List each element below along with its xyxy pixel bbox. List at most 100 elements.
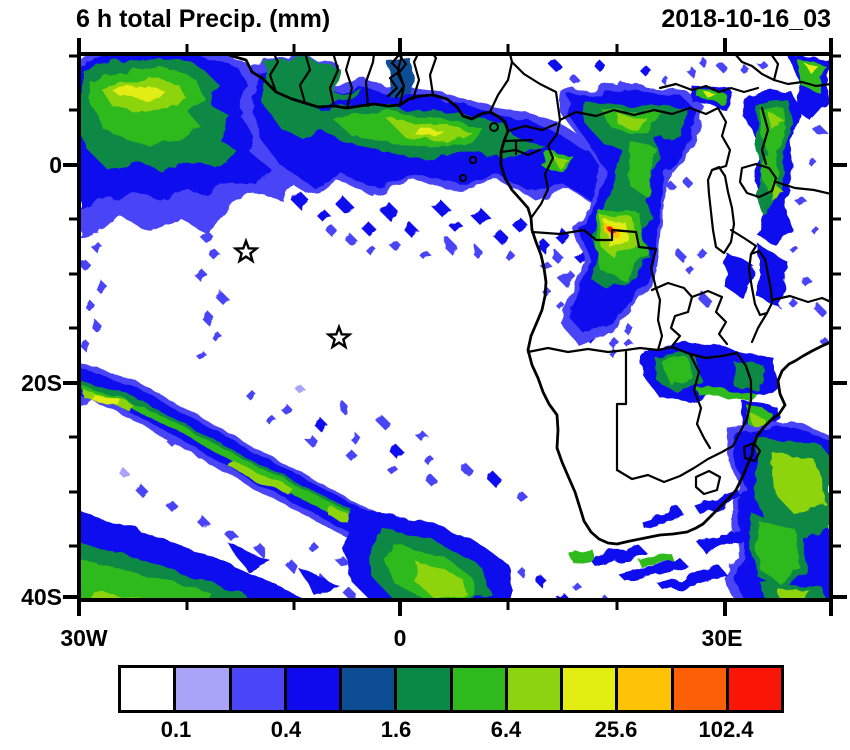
x-tick-label: 30W	[60, 625, 108, 651]
star-marker	[325, 323, 353, 350]
shower-speck	[416, 430, 428, 442]
colorbar-label: 1.6	[380, 717, 412, 742]
shower-speck	[210, 250, 222, 262]
shower-speck	[366, 245, 378, 257]
geography	[228, 56, 829, 546]
axis-ticks	[63, 38, 847, 616]
shower-speck	[256, 545, 268, 557]
colorbar	[118, 665, 784, 713]
shower-speck	[697, 56, 707, 66]
shower-speck	[716, 61, 726, 71]
colorbar-label: 25.6	[594, 717, 638, 742]
island-sao-tome	[459, 174, 467, 182]
shower-speck	[346, 450, 358, 462]
colorbar-label: 6.4	[490, 717, 522, 742]
shower-speck	[286, 560, 298, 572]
shower-speck	[136, 485, 148, 497]
shower-speck	[449, 219, 463, 233]
shower-speck	[117, 466, 127, 476]
colorbar-cell	[449, 668, 505, 710]
shower-speck	[535, 575, 547, 587]
shower-speck	[214, 290, 226, 302]
shower-speck	[556, 301, 566, 311]
shower-speck	[811, 226, 821, 236]
colorbar-cell	[121, 668, 174, 710]
shower-speck	[297, 386, 307, 396]
shower-speck	[337, 198, 353, 214]
shower-speck	[90, 240, 102, 252]
colorbar-cell	[228, 668, 284, 710]
shower-speck	[814, 125, 826, 137]
shower-speck	[84, 300, 96, 312]
coastline	[228, 56, 829, 546]
island-principe	[468, 155, 478, 165]
shower-speck	[386, 463, 398, 475]
y-tick-label: 0	[49, 152, 62, 178]
x-tick-label: 30E	[702, 625, 743, 651]
country-borders	[268, 56, 829, 496]
colorbar-label: 102.4	[698, 717, 754, 742]
colorbar-cell	[173, 668, 229, 710]
shower-speck	[405, 224, 419, 238]
shower-speck	[199, 309, 213, 323]
shower-speck	[640, 65, 652, 77]
shower-speck	[516, 566, 526, 576]
shower-speck	[381, 203, 399, 221]
shower-speck	[460, 463, 472, 475]
shower-speck	[315, 207, 329, 221]
shower-speck	[791, 246, 801, 256]
shower-speck	[661, 76, 671, 86]
shower-speck	[93, 279, 107, 293]
shower-speck	[676, 251, 686, 261]
shower-speck	[550, 250, 562, 262]
shower-speck	[336, 400, 348, 412]
shower-speck	[424, 455, 436, 467]
shower-speck	[515, 490, 527, 502]
shower-speck	[376, 415, 388, 427]
shower-speck	[346, 235, 358, 247]
shower-speck	[199, 229, 213, 243]
shower-speck	[350, 433, 362, 445]
star-marker	[232, 237, 260, 264]
shower-speck	[800, 275, 812, 287]
shower-speck	[606, 335, 618, 347]
shower-speck	[432, 199, 448, 215]
colorbar-cell	[615, 668, 671, 710]
y-tick-label: 20S	[21, 370, 62, 396]
star-markers	[232, 237, 353, 350]
colorbar-label: 0.4	[270, 717, 302, 742]
shower-speck	[306, 540, 318, 552]
shower-speck	[266, 415, 278, 427]
shower-speck	[196, 350, 208, 362]
shower-speck	[537, 239, 551, 253]
colorbar-cell	[283, 668, 339, 710]
colorbar-label: 0.1	[160, 717, 192, 742]
precip-field	[81, 56, 829, 598]
shower-speck	[550, 60, 562, 72]
shower-speck	[359, 219, 373, 233]
colorbar-cell	[725, 668, 781, 710]
shower-speck	[315, 419, 329, 433]
shower-speck	[389, 444, 403, 458]
shower-speck	[756, 58, 766, 68]
shower-speck	[554, 228, 570, 244]
colorbar-cell	[504, 668, 560, 710]
shower-speck	[513, 218, 529, 234]
colorbar-cell	[339, 668, 395, 710]
x-tick-label: 0	[394, 625, 407, 651]
plot-timestamp: 2018-10-16_03	[661, 5, 831, 33]
shower-speck	[81, 340, 92, 352]
shower-speck	[566, 271, 576, 281]
shower-speck	[443, 239, 457, 253]
shower-speck	[90, 320, 102, 332]
shower-speck	[795, 195, 807, 207]
shower-speck	[470, 245, 482, 257]
shower-speck	[686, 266, 696, 276]
shower-speck	[291, 191, 309, 209]
island-bioko	[489, 122, 499, 132]
plot-title: 6 h total Precip. (mm)	[76, 5, 331, 33]
shower-speck	[694, 246, 706, 258]
shower-speck	[226, 530, 238, 542]
shower-speck	[493, 229, 507, 243]
